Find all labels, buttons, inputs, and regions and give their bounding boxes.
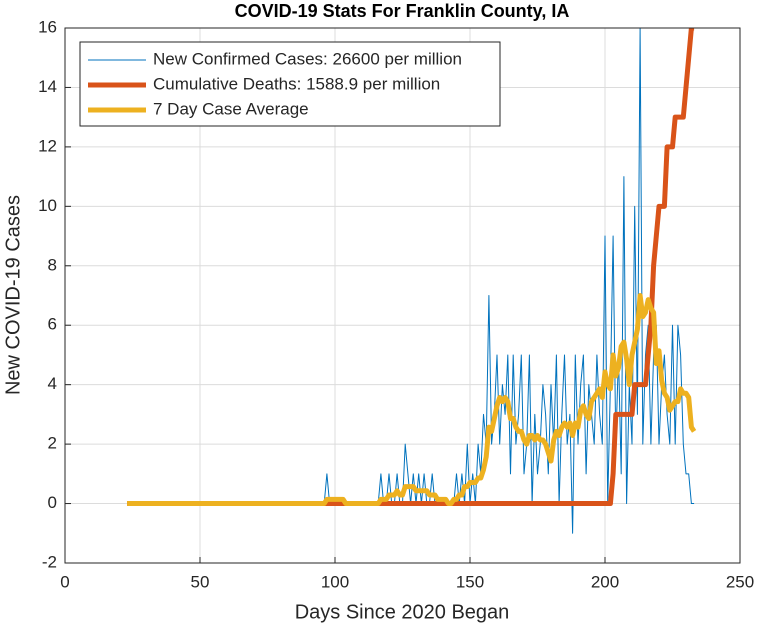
chart-title: COVID-19 Stats For Franklin County, IA [235, 1, 570, 21]
y-tick-label: 12 [38, 136, 57, 155]
y-tick-label: 6 [48, 315, 57, 334]
legend-label: Cumulative Deaths: 1588.9 per million [153, 74, 440, 93]
x-tick-label: 250 [726, 572, 754, 591]
legend: New Confirmed Cases: 26600 per million Cu… [79, 41, 501, 127]
axes-box [64, 27, 741, 564]
legend-label: New Confirmed Cases: 26600 per million [153, 49, 462, 68]
x-tick-label: 100 [321, 572, 349, 591]
x-tick-label: 200 [591, 572, 619, 591]
y-axis-label: New COVID-19 Cases [2, 195, 24, 395]
x-axis-label: Days Since 2020 Began [295, 601, 510, 623]
y-tick-label: 0 [48, 493, 57, 512]
data-line [127, 293, 697, 507]
y-tick-label: 14 [38, 77, 57, 96]
x-tick-label: 50 [191, 572, 210, 591]
y-tick-label: 2 [48, 434, 57, 453]
y-tick-label: -2 [42, 552, 57, 571]
x-tick-label: 0 [60, 572, 69, 591]
y-tick-label: 16 [38, 17, 57, 36]
y-tick-label: 4 [48, 374, 57, 393]
y-tick-label: 8 [48, 255, 57, 274]
x-tick-label: 150 [456, 572, 484, 591]
plot-area [127, 28, 697, 534]
legend-box [79, 41, 501, 127]
legend-label: 7 Day Case Average [153, 99, 309, 118]
y-tick-label: 10 [38, 196, 57, 215]
